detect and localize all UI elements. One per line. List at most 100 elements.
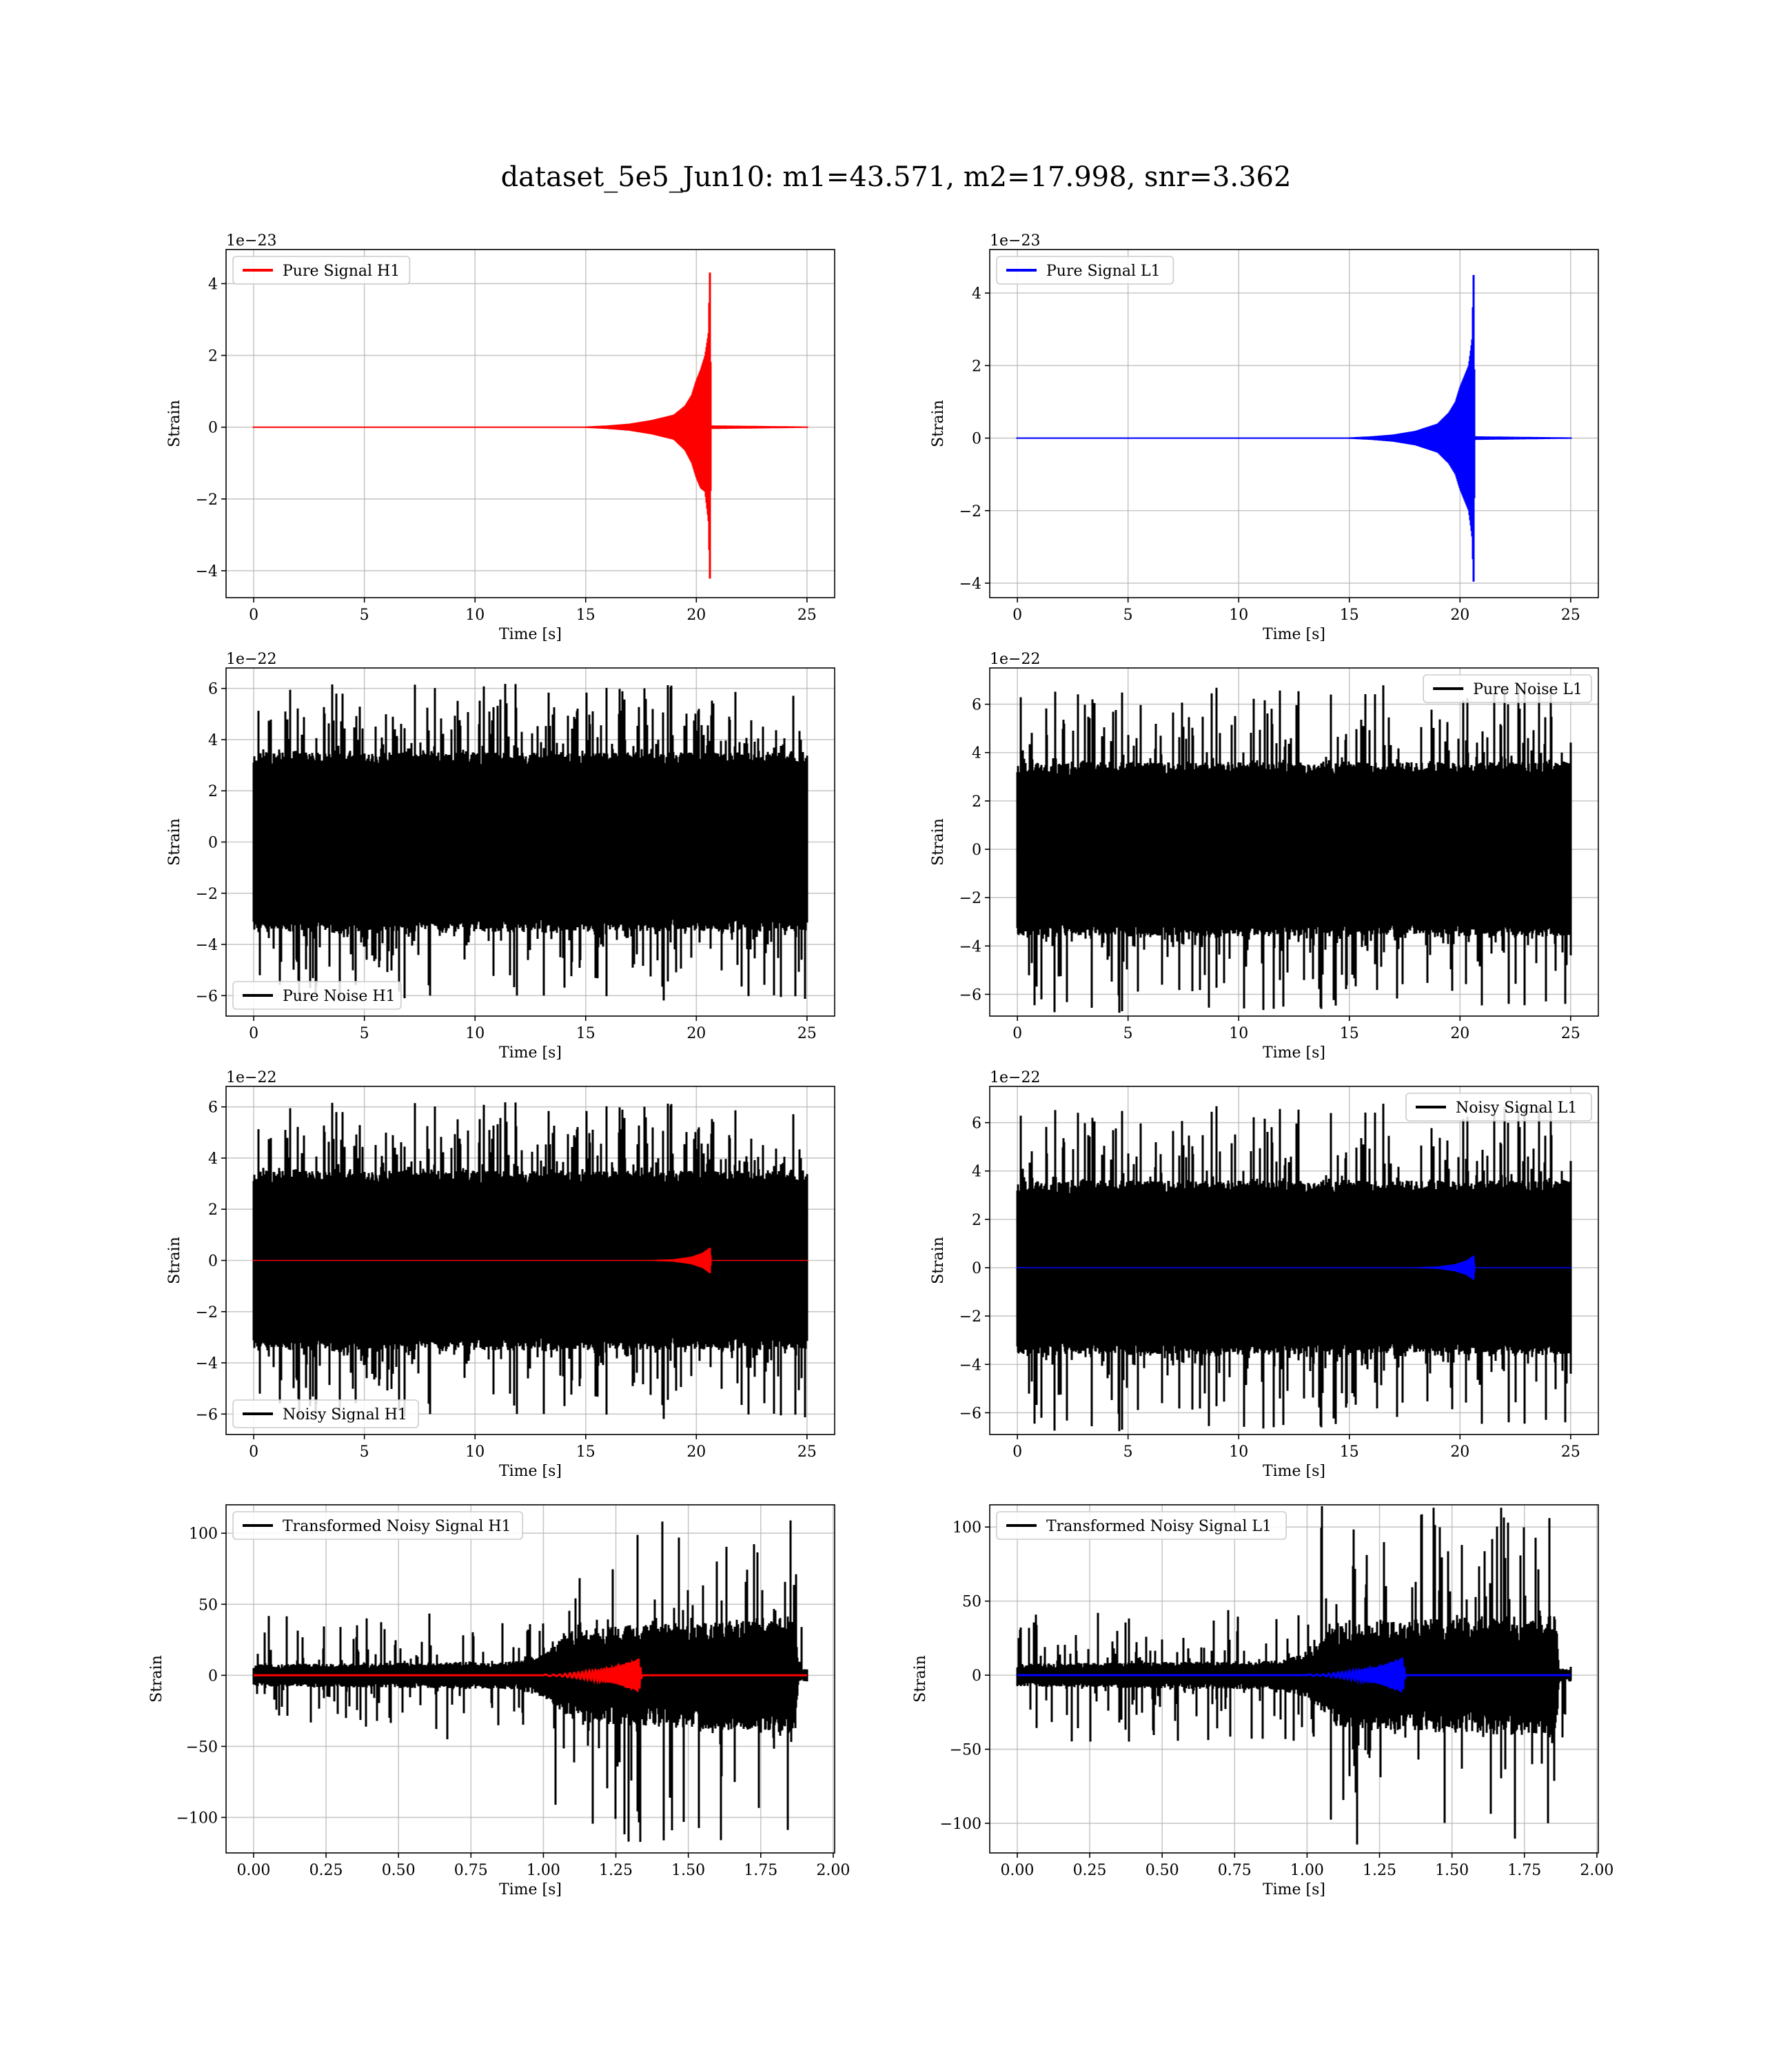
subplot-transformed-noisy-signal-l1: 0.00 0.25 0.50 0.75 1.00 1.25 1.50 1.75 2.00 −100…: [912, 1504, 1613, 1898]
legend-box: [1405, 1093, 1592, 1122]
series-layer: [252, 1102, 808, 1419]
y-tick-label: 50: [962, 1594, 981, 1611]
legend-label: Pure Signal H1: [283, 263, 400, 280]
y-tick-label: 0: [208, 420, 218, 437]
x-tick-label: 0: [1012, 1025, 1022, 1042]
y-tick-label: −4: [196, 563, 218, 580]
legend-box: [996, 1511, 1287, 1540]
plot-area: [226, 250, 835, 598]
y-tick-label: 0: [208, 1667, 218, 1685]
y-tick-label: −2: [196, 491, 218, 509]
y-tick-label: 2: [208, 783, 218, 800]
series-layer: [1016, 685, 1572, 1013]
legend: Noisy Signal L1: [1405, 1093, 1592, 1122]
legend-box: [232, 981, 402, 1010]
series-line-1: [1017, 1657, 1571, 1693]
y-axis-label: Strain: [148, 1655, 165, 1703]
y-tick-label: −100: [176, 1810, 218, 1827]
x-axis-label: Time [s]: [1263, 626, 1325, 643]
axes-frame: [989, 249, 1599, 598]
y-tick-label: −4: [959, 938, 981, 955]
series-line-0: [252, 684, 808, 1001]
legend: Transformed Noisy Signal H1: [232, 1511, 524, 1540]
y-tick-label: −50: [186, 1738, 218, 1756]
subplot-noisy-signal-h1: 0 5 10 15 20 25 −6 −4 −2 0 2 4 6 Time [s] Strain 1e−22 N…: [166, 1069, 835, 1480]
x-tick-label: 5: [1123, 1025, 1133, 1042]
x-tick-label: 25: [797, 1443, 817, 1461]
axes-frame: [225, 1504, 835, 1854]
subplot-pure-signal-h1: 0 5 10 15 20 25 −4 −2 0 2 4 Time [s] Strain 1e−23 Pure…: [166, 232, 835, 643]
x-tick-label: 0.75: [1218, 1862, 1252, 1879]
x-tick-label: 20: [686, 607, 706, 624]
x-tick-label: 1.25: [599, 1862, 633, 1879]
x-axis-label: Time [s]: [499, 626, 562, 643]
x-tick-label: 0.75: [454, 1862, 488, 1879]
y-tick-label: 0: [208, 835, 218, 852]
legend: Noisy Signal H1: [232, 1399, 419, 1428]
series-line-1: [252, 1248, 808, 1273]
legend-box: [1423, 674, 1592, 703]
x-tick-label: 1.75: [1507, 1862, 1541, 1879]
series-layer: [1016, 1104, 1572, 1432]
x-axis-label: Time [s]: [499, 1881, 562, 1898]
legend: Pure Signal L1: [996, 256, 1174, 285]
x-tick-label: 20: [1450, 1443, 1469, 1461]
y-offset-label: 1e−22: [226, 651, 276, 668]
x-tick-label: 0.50: [1146, 1862, 1179, 1879]
x-tick-label: 25: [797, 607, 817, 624]
series-layer: [252, 1520, 808, 1842]
x-tick-label: 1.50: [671, 1862, 705, 1879]
x-tick-label: 25: [1561, 1025, 1580, 1042]
series-layer: [252, 684, 808, 1001]
x-tick-label: 20: [686, 1025, 706, 1042]
x-tick-label: 15: [576, 1025, 595, 1042]
x-tick-label: 15: [1340, 607, 1359, 624]
y-tick-label: 6: [972, 697, 981, 714]
x-tick-label: 10: [1229, 1025, 1248, 1042]
y-tick-label: 0: [972, 842, 981, 859]
x-tick-label: 5: [1123, 1443, 1133, 1461]
x-tick-label: 0.00: [1000, 1862, 1034, 1879]
series-line-0: [1016, 1104, 1572, 1432]
y-tick-label: 100: [953, 1519, 981, 1537]
series-layer: [1016, 1506, 1572, 1845]
y-tick-label: 6: [972, 1115, 981, 1133]
y-tick-label: −2: [959, 503, 981, 520]
x-tick-label: 25: [797, 1025, 817, 1042]
y-axis-label: Strain: [166, 818, 183, 866]
y-tick-label: 4: [208, 1150, 218, 1168]
y-tick-label: 100: [189, 1525, 218, 1543]
x-tick-label: 10: [465, 1443, 485, 1461]
legend-label: Transformed Noisy Signal H1: [283, 1518, 511, 1535]
y-tick-label: −100: [940, 1816, 981, 1833]
series-line-0: [252, 272, 808, 579]
legend-label: Noisy Signal L1: [1456, 1099, 1577, 1117]
y-tick-label: −6: [196, 1406, 218, 1423]
x-tick-label: 25: [1561, 1443, 1580, 1461]
y-offset-label: 1e−23: [226, 232, 276, 250]
y-tick-label: −4: [959, 1357, 981, 1374]
x-tick-label: 1.25: [1363, 1862, 1396, 1879]
y-tick-label: 4: [208, 276, 218, 293]
legend-label: Pure Noise H1: [283, 988, 396, 1005]
legend-box: [232, 256, 411, 285]
x-axis-label: Time [s]: [1263, 1044, 1325, 1062]
series-line-0: [1016, 685, 1572, 1013]
axes-frame: [989, 667, 1599, 1017]
x-tick-label: 0.00: [236, 1862, 270, 1879]
plot-area: [990, 250, 1598, 598]
y-tick-label: −6: [196, 988, 218, 1005]
legend-label: Pure Noise L1: [1473, 681, 1582, 698]
x-tick-label: 25: [1561, 607, 1580, 624]
x-tick-label: 15: [1340, 1025, 1359, 1042]
legend-box: [232, 1399, 419, 1428]
x-tick-label: 1.50: [1435, 1862, 1469, 1879]
legend-label: Pure Signal L1: [1046, 263, 1161, 280]
x-tick-label: 0.25: [1073, 1862, 1107, 1879]
x-tick-label: 0.50: [382, 1862, 416, 1879]
y-tick-label: 2: [972, 1212, 981, 1229]
x-tick-label: 5: [360, 1443, 369, 1461]
